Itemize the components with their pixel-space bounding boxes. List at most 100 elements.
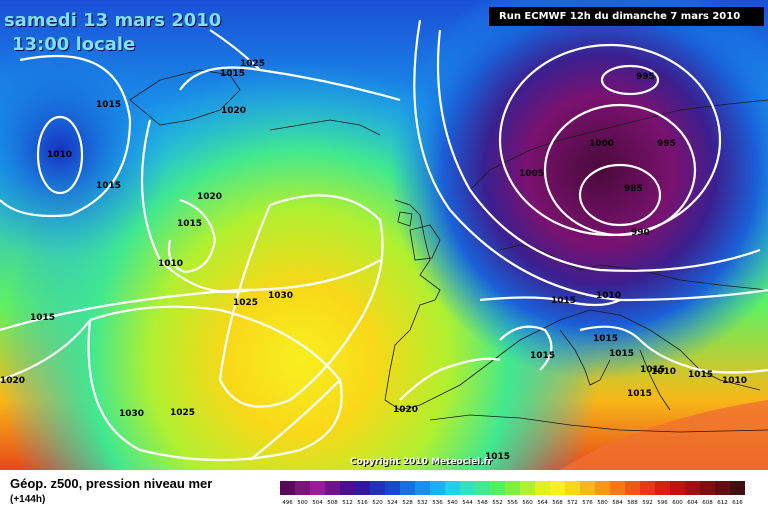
legend-tick-label: 524: [387, 500, 398, 506]
legend-tick-label: 608: [702, 500, 713, 506]
isobar-label: 1015: [96, 181, 121, 191]
isobar-label: 1030: [119, 409, 144, 419]
isobar-label: 1010: [651, 367, 676, 377]
legend-tick-label: 536: [432, 500, 443, 506]
isobar-label: 1015: [530, 351, 555, 361]
legend-swatch: [670, 481, 685, 495]
legend-tick-label: 512: [342, 500, 353, 506]
model-run-info: Run ECMWF 12h du dimanche 7 mars 2010: [489, 7, 764, 26]
legend-swatch: [565, 481, 580, 495]
legend-swatch: [310, 481, 325, 495]
legend-swatch: [655, 481, 670, 495]
legend-tick-label: 520: [372, 500, 383, 506]
isobar-labels: 1025 1015 1015 1010 1015 1020 1020 1015 …: [0, 59, 747, 462]
legend-tick-label: 576: [582, 500, 593, 506]
map-title: Géop. z500, pression niveau mer: [10, 476, 213, 491]
legend-tick-label: 580: [597, 500, 608, 506]
isobars: [0, 19, 768, 462]
legend-swatch: [535, 481, 550, 495]
isobar-label: 1005: [519, 169, 544, 179]
isobar-label: 990: [631, 228, 650, 238]
legend-swatch: [625, 481, 640, 495]
isobar-label: 1015: [96, 100, 121, 110]
isobar-label: 1030: [268, 291, 293, 301]
color-scale-legend: 496 500 504 508 512 516 520 524 528 532 536 540 544 5…: [280, 481, 755, 507]
legend-swatch: [385, 481, 400, 495]
legend-tick-label: 516: [357, 500, 368, 506]
south-warm-field: [560, 400, 768, 470]
legend-tick-label: 600: [672, 500, 683, 506]
legend-swatch: [595, 481, 610, 495]
isobar-label: 1015: [30, 313, 55, 323]
forecast-range: (+144h): [10, 494, 46, 505]
legend-swatch: [370, 481, 385, 495]
isobar-label: 1020: [0, 376, 25, 386]
legend-tick-label: 556: [507, 500, 518, 506]
legend-tick-label: 560: [522, 500, 533, 506]
legend-swatch: [460, 481, 475, 495]
legend-tick-label: 508: [327, 500, 338, 506]
legend-tick-label: 532: [417, 500, 428, 506]
legend-swatch: [715, 481, 730, 495]
legend-tick-label: 596: [657, 500, 668, 506]
legend-swatch: [415, 481, 430, 495]
legend-tick-label: 548: [477, 500, 488, 506]
isobar-label: 1020: [393, 405, 418, 415]
legend-tick-label: 612: [717, 500, 728, 506]
legend-tick-label: 540: [447, 500, 458, 506]
isobar-label: 1015: [593, 334, 618, 344]
legend-tick-label: 568: [552, 500, 563, 506]
pressure-geopotential-map: 1025 1015 1015 1010 1015 1020 1020 1015 …: [0, 0, 768, 470]
depression-field: [0, 0, 768, 470]
legend-swatch: [490, 481, 505, 495]
legend-swatch: [520, 481, 535, 495]
isobar-label: 1015: [627, 389, 652, 399]
legend-tick-label: 504: [312, 500, 323, 506]
isobar-label: 1015: [609, 349, 634, 359]
legend-tick-label: 616: [732, 500, 743, 506]
isobar-label: 1025: [240, 59, 265, 69]
legend-tick-label: 588: [627, 500, 638, 506]
legend-tick-label: 592: [642, 500, 653, 506]
isobar-label: 995: [657, 139, 676, 149]
isobar-label: 1010: [158, 259, 183, 269]
isobar-label: 1015: [220, 69, 245, 79]
legend-swatch: [400, 481, 415, 495]
legend-swatch: [475, 481, 490, 495]
legend-swatch: [700, 481, 715, 495]
isobar-label: 1025: [170, 408, 195, 418]
legend-swatch: [280, 481, 295, 495]
legend-tick-label: 584: [612, 500, 623, 506]
isobar-label: 1015: [485, 452, 510, 462]
isobar-label: 1015: [177, 219, 202, 229]
legend-tick-label: 552: [492, 500, 503, 506]
copyright-notice: Copyright 2010 Meteociel.fr: [350, 457, 493, 467]
legend-swatch: [580, 481, 595, 495]
legend-tick-label: 572: [567, 500, 578, 506]
legend-tick-label: 500: [297, 500, 308, 506]
isobar-label: 1010: [596, 291, 621, 301]
legend-swatch: [325, 481, 340, 495]
isobar-label: 1000: [589, 139, 614, 149]
legend-swatch: [610, 481, 625, 495]
legend-tick-label: 604: [687, 500, 698, 506]
isobar-label: 1015: [551, 296, 576, 306]
legend-swatch: [640, 481, 655, 495]
legend-swatch: [685, 481, 700, 495]
legend-tick-label: 544: [462, 500, 473, 506]
isobar-label: 1015: [688, 370, 713, 380]
forecast-date: samedi 13 mars 2010: [4, 10, 222, 31]
isobar-label: 1010: [47, 150, 72, 160]
legend-tick-label: 564: [537, 500, 548, 506]
isobar-label: 995: [636, 72, 655, 82]
isobar-label: 1015: [640, 365, 665, 375]
isobar-label: 1020: [221, 106, 246, 116]
isobar-label: 1020: [197, 192, 222, 202]
isobar-label: 985: [624, 184, 643, 194]
legend-swatch: [295, 481, 310, 495]
legend-tick-label: 528: [402, 500, 413, 506]
legend-swatch: [730, 481, 745, 495]
isobar-label: 1010: [722, 376, 747, 386]
legend-swatch: [355, 481, 370, 495]
